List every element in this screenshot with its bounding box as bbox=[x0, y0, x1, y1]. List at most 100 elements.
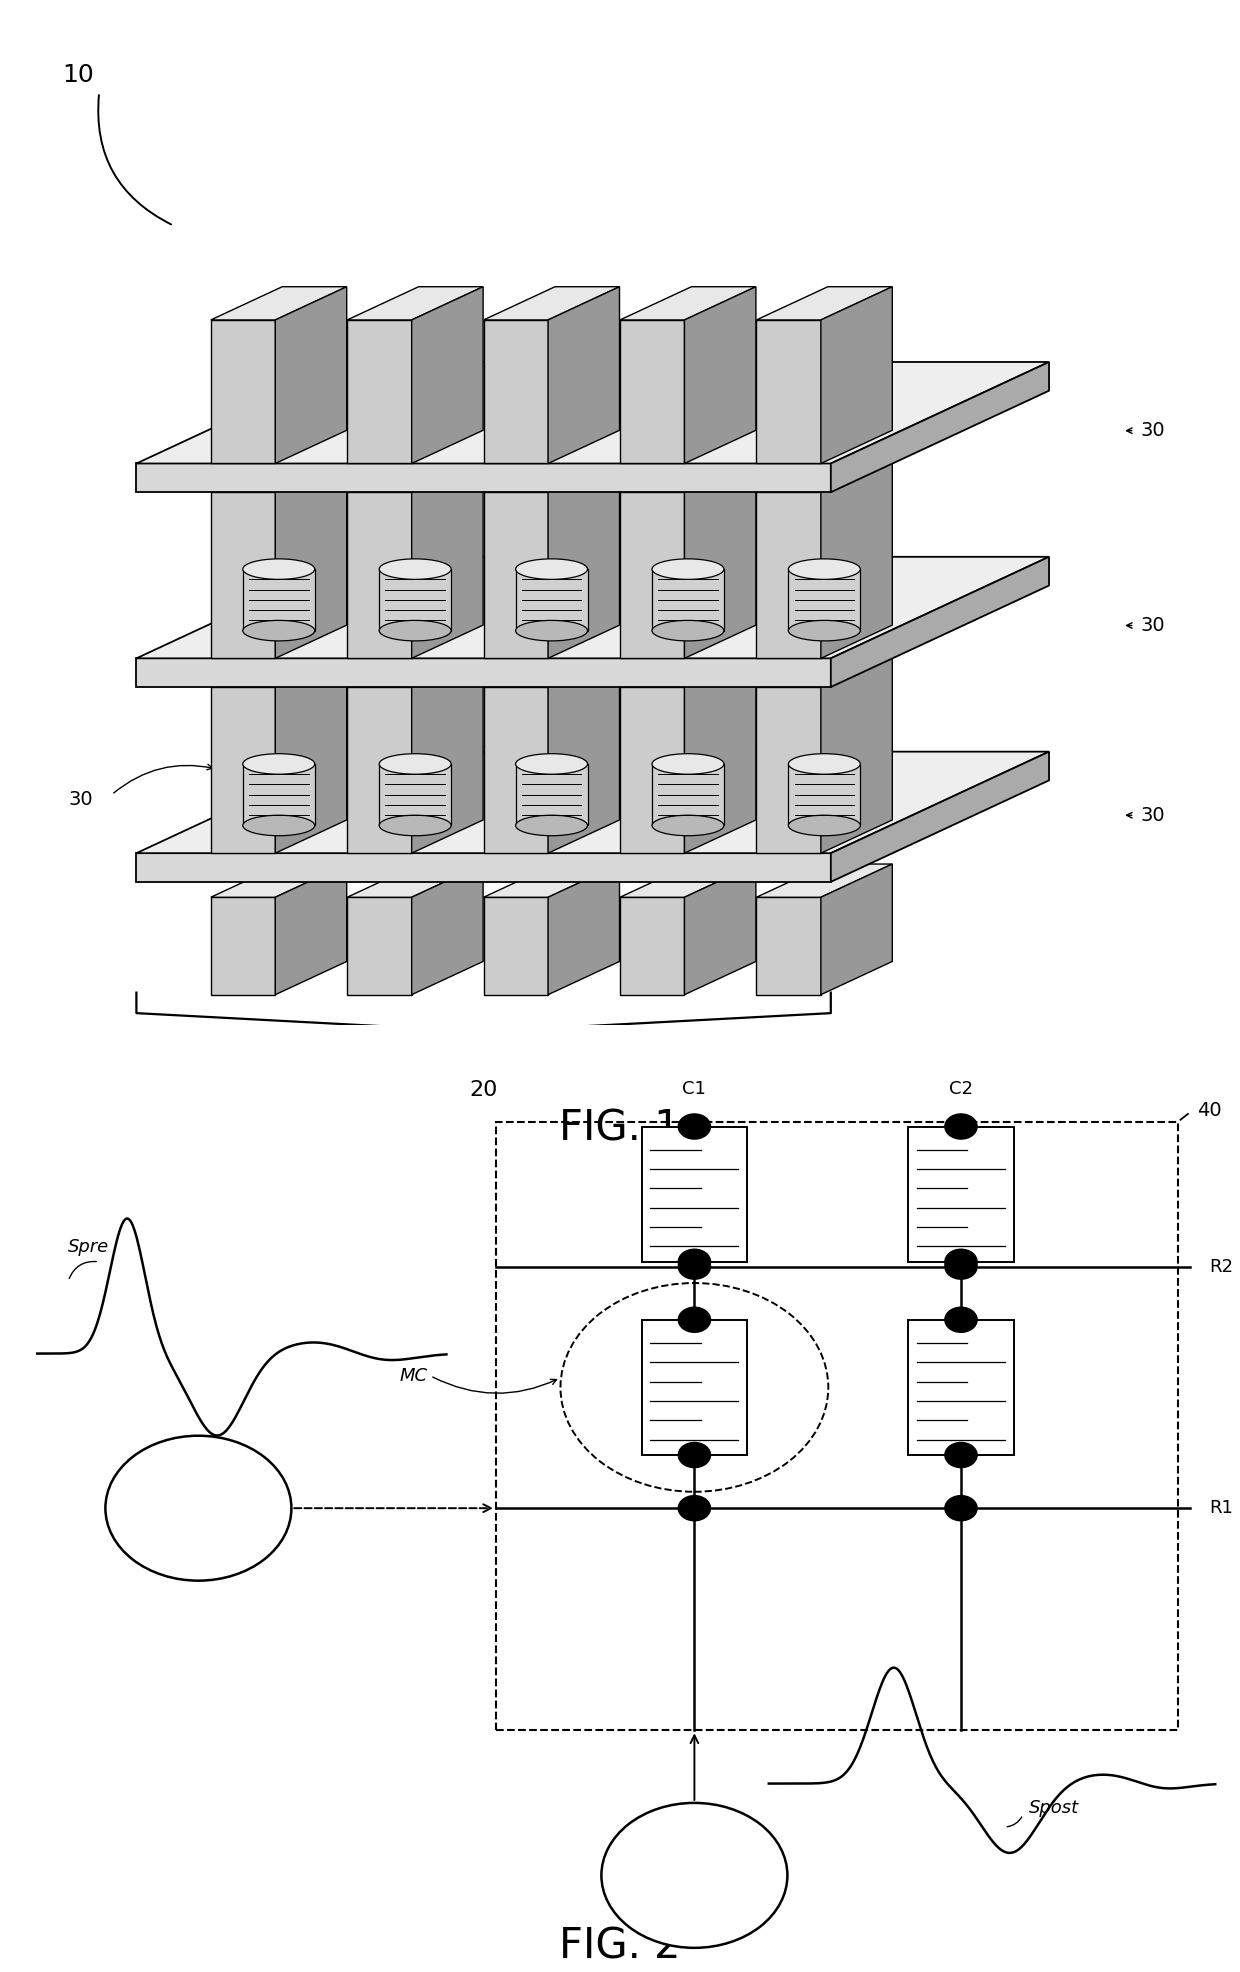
Ellipse shape bbox=[243, 814, 315, 836]
Polygon shape bbox=[211, 897, 275, 994]
Polygon shape bbox=[275, 459, 347, 659]
Polygon shape bbox=[412, 286, 484, 463]
Polygon shape bbox=[484, 686, 548, 854]
Circle shape bbox=[945, 1248, 977, 1274]
Text: C1: C1 bbox=[682, 1079, 707, 1098]
Polygon shape bbox=[821, 864, 893, 994]
Circle shape bbox=[678, 1248, 711, 1274]
Ellipse shape bbox=[652, 621, 724, 641]
Polygon shape bbox=[684, 655, 756, 854]
Polygon shape bbox=[620, 319, 684, 463]
Polygon shape bbox=[347, 493, 412, 659]
Ellipse shape bbox=[243, 558, 315, 580]
Circle shape bbox=[945, 1495, 977, 1520]
Polygon shape bbox=[136, 659, 831, 686]
Polygon shape bbox=[620, 493, 684, 659]
Circle shape bbox=[945, 1254, 977, 1280]
Polygon shape bbox=[756, 864, 893, 897]
Polygon shape bbox=[243, 570, 315, 631]
Circle shape bbox=[678, 1442, 711, 1467]
Polygon shape bbox=[789, 763, 861, 826]
Polygon shape bbox=[136, 556, 1049, 659]
Polygon shape bbox=[620, 459, 756, 493]
Polygon shape bbox=[756, 319, 821, 463]
Polygon shape bbox=[275, 286, 347, 463]
FancyBboxPatch shape bbox=[908, 1319, 1014, 1455]
Polygon shape bbox=[347, 286, 484, 319]
Polygon shape bbox=[211, 864, 347, 897]
Text: R2: R2 bbox=[1209, 1258, 1233, 1276]
Polygon shape bbox=[347, 319, 412, 463]
Polygon shape bbox=[211, 493, 275, 659]
Polygon shape bbox=[516, 763, 588, 826]
Ellipse shape bbox=[652, 558, 724, 580]
Circle shape bbox=[678, 1114, 711, 1140]
Polygon shape bbox=[211, 686, 275, 854]
Polygon shape bbox=[821, 459, 893, 659]
Polygon shape bbox=[484, 897, 548, 994]
Polygon shape bbox=[756, 493, 821, 659]
Ellipse shape bbox=[516, 621, 588, 641]
Polygon shape bbox=[684, 864, 756, 994]
Polygon shape bbox=[136, 854, 831, 881]
Polygon shape bbox=[831, 751, 1049, 881]
Text: FIG. 1: FIG. 1 bbox=[559, 1108, 681, 1150]
Text: C2: C2 bbox=[949, 1079, 973, 1098]
Circle shape bbox=[678, 1254, 711, 1280]
Polygon shape bbox=[211, 655, 347, 686]
Ellipse shape bbox=[379, 621, 451, 641]
Text: 20: 20 bbox=[470, 1081, 497, 1100]
Polygon shape bbox=[484, 864, 620, 897]
Polygon shape bbox=[684, 459, 756, 659]
Text: 40: 40 bbox=[1197, 1100, 1221, 1120]
Ellipse shape bbox=[516, 814, 588, 836]
Ellipse shape bbox=[516, 558, 588, 580]
Polygon shape bbox=[756, 686, 821, 854]
Polygon shape bbox=[379, 570, 451, 631]
Polygon shape bbox=[821, 655, 893, 854]
Polygon shape bbox=[652, 763, 724, 826]
Text: Post
Neuron: Post Neuron bbox=[667, 1860, 722, 1891]
Polygon shape bbox=[347, 897, 412, 994]
Circle shape bbox=[678, 1307, 711, 1333]
Polygon shape bbox=[412, 655, 484, 854]
Polygon shape bbox=[347, 686, 412, 854]
Polygon shape bbox=[275, 655, 347, 854]
Polygon shape bbox=[548, 864, 620, 994]
Polygon shape bbox=[548, 655, 620, 854]
Polygon shape bbox=[484, 459, 620, 493]
Ellipse shape bbox=[789, 558, 861, 580]
Polygon shape bbox=[211, 459, 347, 493]
Polygon shape bbox=[821, 286, 893, 463]
Text: R1: R1 bbox=[1209, 1499, 1233, 1516]
Polygon shape bbox=[684, 286, 756, 463]
Polygon shape bbox=[620, 655, 756, 686]
Ellipse shape bbox=[516, 753, 588, 775]
Polygon shape bbox=[831, 556, 1049, 686]
Text: 10: 10 bbox=[62, 63, 94, 87]
Polygon shape bbox=[484, 286, 620, 319]
Polygon shape bbox=[484, 655, 620, 686]
Text: 30: 30 bbox=[1141, 422, 1166, 440]
Polygon shape bbox=[831, 363, 1049, 493]
FancyBboxPatch shape bbox=[642, 1126, 746, 1262]
Polygon shape bbox=[548, 286, 620, 463]
FancyBboxPatch shape bbox=[642, 1319, 746, 1455]
Circle shape bbox=[678, 1495, 711, 1520]
Ellipse shape bbox=[789, 621, 861, 641]
Polygon shape bbox=[347, 459, 484, 493]
Polygon shape bbox=[652, 570, 724, 631]
Polygon shape bbox=[484, 493, 548, 659]
Ellipse shape bbox=[789, 753, 861, 775]
Ellipse shape bbox=[243, 621, 315, 641]
Circle shape bbox=[105, 1436, 291, 1582]
Polygon shape bbox=[211, 319, 275, 463]
Polygon shape bbox=[756, 897, 821, 994]
Text: Pre
Neuron: Pre Neuron bbox=[171, 1493, 226, 1524]
FancyBboxPatch shape bbox=[908, 1126, 1014, 1262]
Polygon shape bbox=[412, 864, 484, 994]
Polygon shape bbox=[347, 864, 484, 897]
Text: Spost: Spost bbox=[1029, 1798, 1079, 1816]
Polygon shape bbox=[548, 459, 620, 659]
Text: Spre: Spre bbox=[68, 1238, 109, 1256]
